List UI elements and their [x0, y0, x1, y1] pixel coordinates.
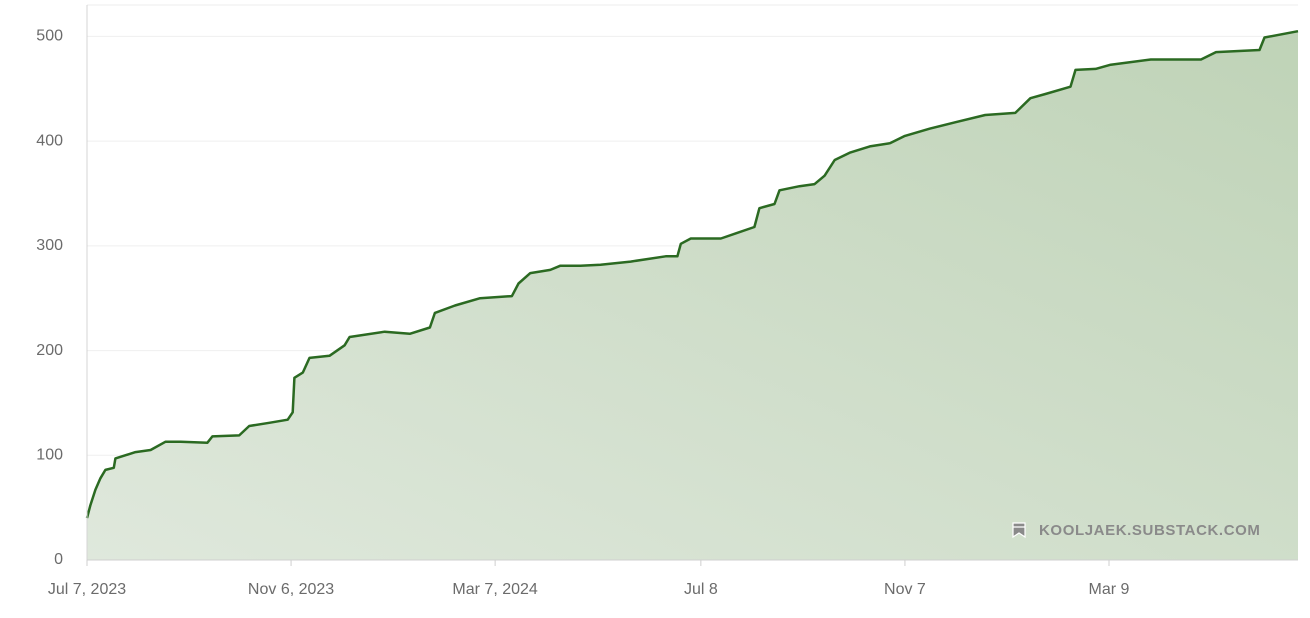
x-tick-label: Nov 7: [884, 581, 926, 598]
y-tick-label: 100: [36, 447, 63, 464]
y-tick-label: 500: [36, 28, 63, 45]
x-tick-label: Mar 9: [1089, 581, 1130, 598]
line: [85, 29, 1299, 519]
y-tick-label: 400: [36, 132, 63, 149]
area-fill: [87, 31, 1298, 560]
y-tick-label: 0: [54, 551, 63, 568]
watermark-icon: [1012, 522, 1026, 539]
y-tick-label: 200: [36, 342, 63, 359]
y-tick-label: 300: [36, 237, 63, 254]
x-tick-label: Jul 7, 2023: [48, 581, 126, 598]
watermark: KOOLJAEK.SUBSTACK.COM: [1012, 522, 1261, 539]
x-tick-label: Mar 7, 2024: [452, 581, 537, 598]
watermark-text: KOOLJAEK.SUBSTACK.COM: [1039, 522, 1261, 539]
x-tick-label: Jul 8: [684, 581, 718, 598]
x-tick-label: Nov 6, 2023: [248, 581, 334, 598]
plot: [85, 29, 1299, 560]
